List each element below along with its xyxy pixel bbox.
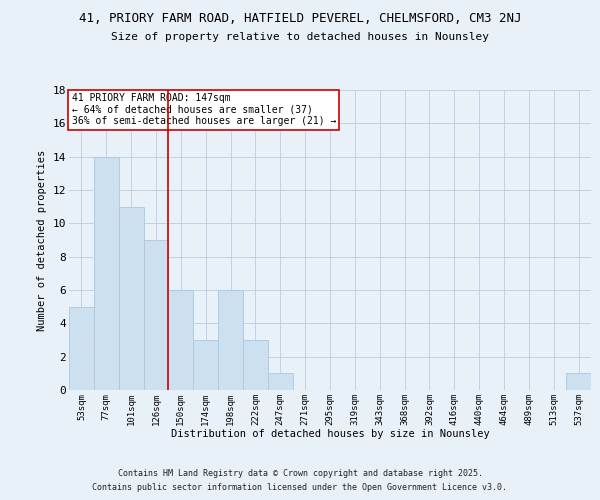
- Text: Size of property relative to detached houses in Nounsley: Size of property relative to detached ho…: [111, 32, 489, 42]
- Bar: [69, 306, 94, 390]
- Text: Contains public sector information licensed under the Open Government Licence v3: Contains public sector information licen…: [92, 484, 508, 492]
- Bar: [218, 290, 243, 390]
- Bar: [143, 240, 169, 390]
- Bar: [169, 290, 193, 390]
- Text: 41 PRIORY FARM ROAD: 147sqm
← 64% of detached houses are smaller (37)
36% of sem: 41 PRIORY FARM ROAD: 147sqm ← 64% of det…: [71, 93, 336, 126]
- Bar: [243, 340, 268, 390]
- Text: 41, PRIORY FARM ROAD, HATFIELD PEVEREL, CHELMSFORD, CM3 2NJ: 41, PRIORY FARM ROAD, HATFIELD PEVEREL, …: [79, 12, 521, 26]
- Bar: [193, 340, 218, 390]
- Bar: [268, 374, 293, 390]
- Bar: [94, 156, 119, 390]
- X-axis label: Distribution of detached houses by size in Nounsley: Distribution of detached houses by size …: [170, 429, 490, 439]
- Bar: [119, 206, 143, 390]
- Text: Contains HM Land Registry data © Crown copyright and database right 2025.: Contains HM Land Registry data © Crown c…: [118, 468, 482, 477]
- Y-axis label: Number of detached properties: Number of detached properties: [37, 150, 47, 330]
- Bar: [566, 374, 591, 390]
